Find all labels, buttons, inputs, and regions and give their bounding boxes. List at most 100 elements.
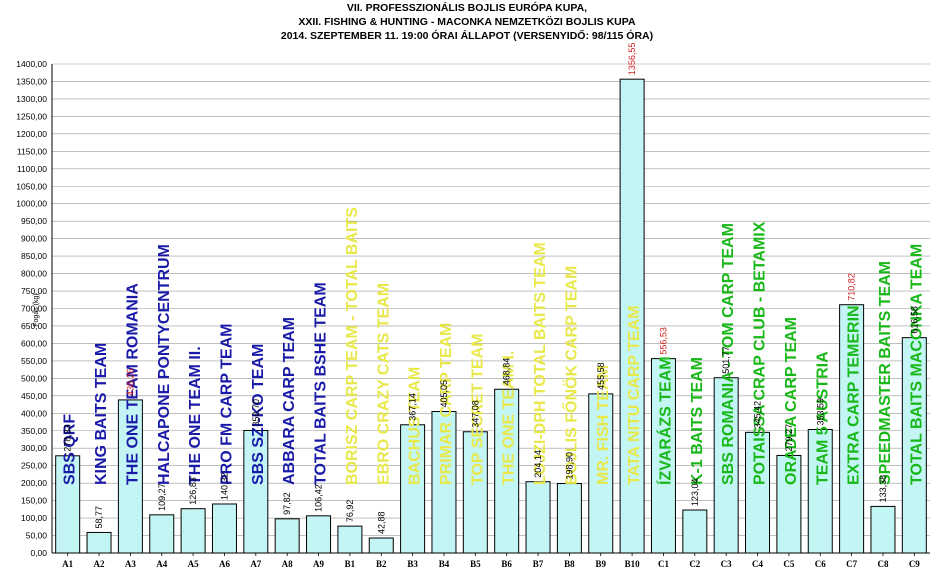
y-tick-label: 50,00 (26, 531, 48, 541)
bar-A1 (55, 455, 81, 554)
data-label-A7: 350,70 (251, 399, 261, 427)
data-label-B8: 198,90 (564, 452, 574, 480)
y-tick-label: 900,00 (21, 234, 47, 244)
bar-B6 (494, 388, 520, 554)
y-tick-label: 0,00 (30, 548, 47, 558)
bar-C9 (901, 337, 927, 554)
x-tick-label-A4: A4 (156, 559, 167, 569)
bar-layer (55, 78, 927, 554)
data-label-A9: 106,42 (314, 484, 324, 512)
chart-title-line-3: 2014. SZEPTEMBER 11. 19:00 ÓRAI ÁLLAPOT … (280, 30, 654, 42)
bar-A7 (243, 430, 269, 554)
chart-title-line-2: XXII. FISHING & HUNTING - MACONKA NEMZET… (298, 16, 636, 28)
y-tick-label: 1250,00 (16, 111, 47, 121)
x-tick-label-B3: B3 (407, 559, 418, 569)
team-label-B4: PRIMAR CARP TEAM (438, 323, 455, 485)
team-label-B5: TOP SECRET TEAM (469, 334, 486, 485)
value-label-layer: 278,33 58,77 438,25 109,27 126,83 140,32 350,7… (63, 43, 920, 534)
y-axis-label: Fogás (kg) (33, 293, 40, 326)
team-label-B1: BORISZ CARP TEAM - TOTAL BAITS (344, 207, 361, 485)
y-tick-label: 1300,00 (16, 94, 47, 104)
bar-B7 (525, 481, 551, 554)
team-label-C8: SPEEDMASTER BAITS TEAM (877, 261, 894, 485)
data-label-C1: 556,53 (658, 327, 668, 355)
y-tick-label: 1000,00 (16, 199, 47, 209)
y-tick-label: 1400,00 (16, 59, 47, 69)
data-label-A3: 438,25 (125, 368, 135, 396)
x-tick-label-C8: C8 (877, 559, 888, 569)
x-tick-label-C3: C3 (721, 559, 732, 569)
x-tick-label-B10: B10 (625, 559, 641, 569)
bar-C8 (870, 505, 896, 554)
team-label-C4: POTAISSA CRAP CLUB - BETAMIX (752, 221, 769, 485)
data-label-B6: 468,84 (502, 358, 512, 386)
data-label-B10: 1356,55 (627, 43, 637, 76)
x-tick-label-C9: C9 (909, 559, 920, 569)
y-tick-label: 1050,00 (16, 181, 47, 191)
bar-A5 (180, 508, 206, 554)
x-tick-label-A5: A5 (188, 559, 199, 569)
x-tick-label-A7: A7 (250, 559, 261, 569)
y-tick-label: 500,00 (21, 373, 47, 383)
y-tick-label: 150,00 (21, 496, 47, 506)
bar-B2 (368, 537, 394, 554)
bar-C2 (682, 509, 708, 554)
team-label-C2: K-1 BAITS TEAM (689, 357, 706, 485)
data-label-A5: 126,83 (188, 477, 198, 505)
data-label-A8: 97,82 (282, 492, 292, 515)
team-label-C7: EXTRA CARP TEMERIN (846, 305, 863, 485)
x-tick-label-A6: A6 (219, 559, 230, 569)
data-label-B3: 367,14 (408, 393, 418, 421)
y-tick-label: 750,00 (21, 286, 47, 296)
y-tick-label: 1100,00 (17, 164, 47, 174)
data-label-C9: 616,58 (909, 306, 919, 334)
y-tick-label: 950,00 (21, 216, 47, 226)
data-label-B5: 347,08 (470, 400, 480, 428)
team-label-A1: SBS QRF (62, 414, 79, 485)
team-label-A3: THE ONE TEAM ROMANIA (124, 283, 141, 485)
bar-B5 (462, 431, 488, 554)
x-tick-label-B5: B5 (470, 559, 481, 569)
x-tick-label-C7: C7 (846, 559, 857, 569)
y-tick-label: 550,00 (21, 356, 47, 366)
team-label-B9: MR. FISH TEAM (595, 365, 612, 485)
data-label-C6: 353,59 (815, 398, 825, 426)
x-tick-label-B9: B9 (595, 559, 606, 569)
team-label-A4: HALCAPONE PONTYCENTRUM (156, 244, 173, 485)
team-label-A6: PRO FM CARP TEAM (218, 324, 235, 485)
data-label-C7: 710,82 (847, 273, 857, 301)
y-tick-label: 300,00 (21, 443, 47, 453)
x-tick-label-A8: A8 (282, 559, 293, 569)
data-label-C2: 123,04 (690, 478, 700, 506)
team-label-C9: TOTAL BAITS MACONKA TEAM (908, 244, 925, 485)
bar-B1 (337, 525, 363, 554)
bar-C4 (745, 431, 771, 554)
x-tick-label-C2: C2 (689, 559, 700, 569)
data-label-A1: 278,33 (63, 424, 73, 452)
y-tick-label: 100,00 (21, 513, 47, 523)
x-tick-label-A1: A1 (62, 559, 73, 569)
x-tick-label-A2: A2 (94, 559, 105, 569)
y-tick-label: 850,00 (21, 251, 47, 261)
chart-title-line-1: VII. PROFESSZIONÁLIS BOJLIS EURÓPA KUPA, (346, 2, 588, 14)
bar-A8 (274, 518, 300, 554)
bar-C1 (650, 358, 676, 554)
y-tick-label: 450,00 (21, 391, 47, 401)
team-label-C1: ÍZVARÁZS TEAM (655, 356, 674, 485)
bar-A4 (149, 514, 175, 554)
x-tick-label-A3: A3 (125, 559, 136, 569)
team-label-B8: BOJLIS FŐNÖK CARP TEAM (561, 266, 580, 485)
team-label-C5: ORADEA CARP TEAM (783, 317, 800, 485)
data-label-B2: 42,88 (376, 511, 386, 534)
bar-B10 (619, 78, 645, 554)
data-label-C3: 501,77 (721, 346, 731, 374)
data-label-B7: 204,14 (533, 450, 543, 478)
data-label-B1: 76,92 (345, 500, 355, 523)
bar-B3 (400, 424, 426, 554)
team-label-A8: ABBARA CARP TEAM (281, 317, 298, 485)
bar-B8 (556, 483, 582, 554)
data-label-B4: 405,05 (439, 380, 449, 408)
bar-C6 (807, 428, 833, 554)
data-label-A2: 58,77 (94, 506, 104, 529)
